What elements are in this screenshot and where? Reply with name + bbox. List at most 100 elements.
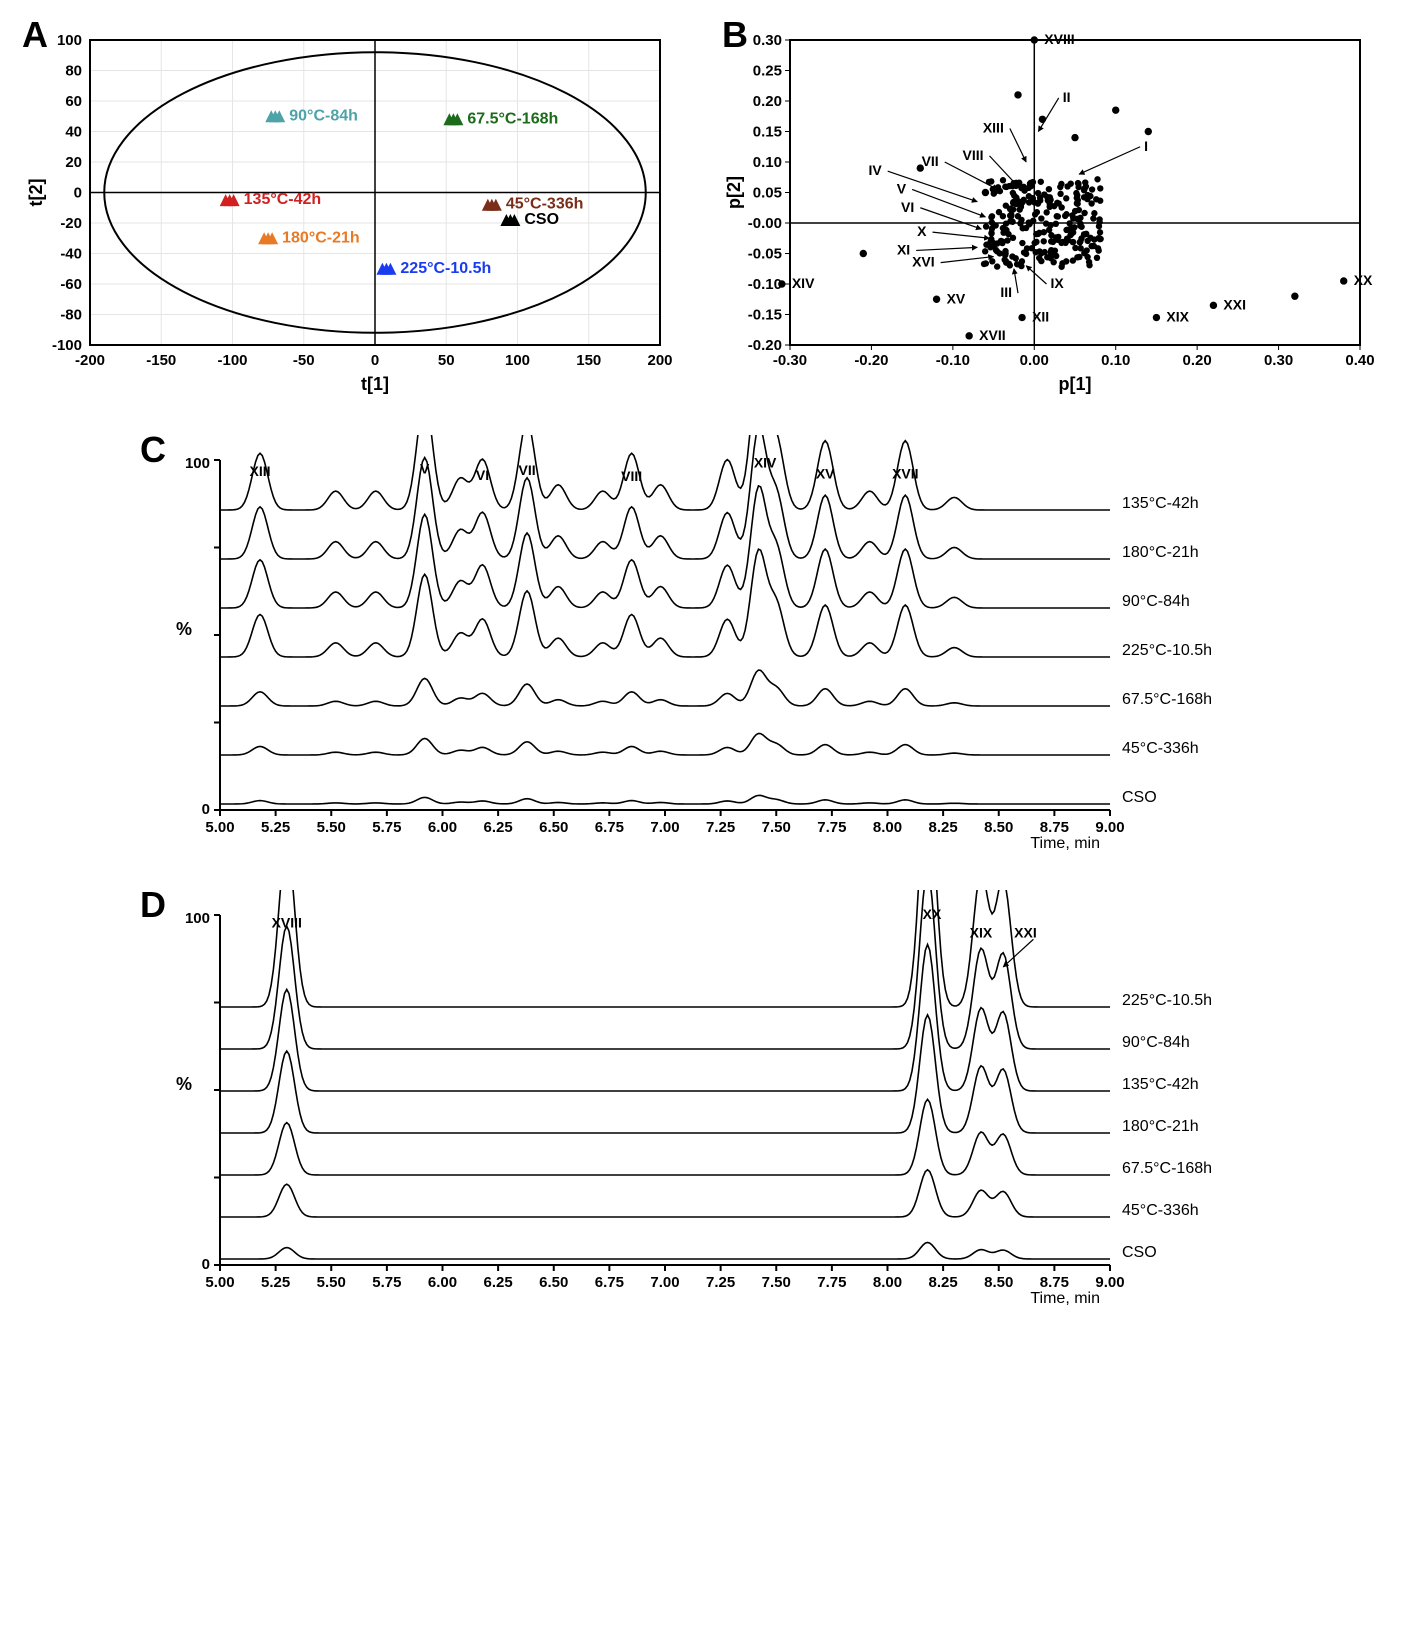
svg-text:0.05: 0.05 — [753, 185, 782, 202]
panel-C-label: C — [140, 429, 166, 471]
svg-text:6.25: 6.25 — [484, 819, 513, 836]
svg-text:5.75: 5.75 — [372, 1274, 401, 1291]
loading-point — [1021, 187, 1027, 193]
svg-text:5.75: 5.75 — [372, 819, 401, 836]
loading-point — [1044, 254, 1050, 260]
loading-label: V — [897, 180, 907, 196]
loading-point — [1084, 254, 1090, 260]
trace-label: 90°C-84h — [1122, 593, 1190, 610]
loading-point — [983, 223, 989, 229]
trace-label: 180°C-21h — [1122, 544, 1199, 561]
sample-label: 135°C-42h — [244, 191, 322, 208]
plot-A: -200-150-100-50050100150200-100-80-60-40… — [20, 20, 680, 400]
loading-label: XII — [1032, 309, 1049, 325]
loading-point — [1000, 229, 1006, 235]
svg-text:5.00: 5.00 — [205, 819, 234, 836]
svg-text:7.50: 7.50 — [762, 819, 791, 836]
chromatogram-trace — [220, 549, 1110, 657]
svg-text:100: 100 — [57, 32, 82, 49]
svg-text:8.50: 8.50 — [984, 819, 1013, 836]
svg-text:50: 50 — [438, 352, 455, 369]
loading-label: XIV — [792, 275, 815, 291]
chromatogram-trace — [220, 670, 1110, 706]
svg-text:Time, min: Time, min — [1030, 1290, 1100, 1307]
svg-text:Time, min: Time, min — [1030, 835, 1100, 852]
loading-point — [1210, 302, 1217, 309]
svg-text:-0.20: -0.20 — [854, 352, 888, 369]
loading-point — [1038, 258, 1044, 264]
svg-text:5.25: 5.25 — [261, 819, 290, 836]
loading-point — [1063, 195, 1069, 201]
loading-point — [1010, 200, 1016, 206]
loading-point — [933, 296, 940, 303]
loading-point — [1062, 240, 1068, 246]
svg-text:7.50: 7.50 — [762, 1274, 791, 1291]
loading-point — [989, 225, 995, 231]
svg-text:7.00: 7.00 — [650, 819, 679, 836]
svg-text:8.00: 8.00 — [873, 1274, 902, 1291]
loading-point — [1086, 262, 1092, 268]
loading-point — [996, 209, 1002, 215]
loading-point — [1046, 204, 1052, 210]
loading-point — [1089, 186, 1095, 192]
svg-text:8.25: 8.25 — [929, 1274, 958, 1291]
loading-point — [1063, 258, 1069, 264]
loading-point — [1028, 180, 1034, 186]
trace-label: CSO — [1122, 789, 1157, 806]
svg-text:t[2]: t[2] — [26, 179, 46, 207]
loading-point — [1084, 238, 1090, 244]
loading-point — [1031, 240, 1037, 246]
loading-point — [778, 280, 785, 287]
svg-text:0.10: 0.10 — [753, 154, 782, 171]
trace-label: 225°C-10.5h — [1122, 642, 1212, 659]
svg-text:8.50: 8.50 — [984, 1274, 1013, 1291]
loading-point — [1069, 239, 1075, 245]
loading-point — [1074, 254, 1080, 260]
chromatogram-trace — [220, 890, 1110, 1007]
svg-text:150: 150 — [576, 352, 601, 369]
svg-text:7.75: 7.75 — [817, 1274, 846, 1291]
loading-label: XIII — [983, 119, 1004, 135]
svg-text:-0.05: -0.05 — [748, 246, 782, 263]
peak-label: XX — [923, 906, 942, 922]
loading-point — [1077, 220, 1083, 226]
svg-text:8.75: 8.75 — [1040, 1274, 1069, 1291]
loading-point — [1007, 206, 1013, 212]
svg-text:40: 40 — [65, 124, 82, 141]
peak-label: VI — [476, 467, 489, 483]
loading-point — [1091, 236, 1097, 242]
loading-point — [1090, 215, 1096, 221]
loading-label: XIX — [1166, 309, 1189, 325]
chromatogram-trace — [220, 435, 1110, 510]
loading-point — [1057, 191, 1063, 197]
loading-label: VI — [901, 199, 914, 215]
loading-point — [988, 214, 994, 220]
chromatogram-trace — [220, 435, 1110, 559]
svg-text:0.10: 0.10 — [1101, 352, 1130, 369]
svg-text:%: % — [176, 1074, 192, 1094]
peak-label: XV — [816, 466, 835, 482]
peak-label: XIV — [754, 455, 777, 471]
svg-text:p[1]: p[1] — [1059, 374, 1092, 394]
loading-label: II — [1063, 89, 1071, 105]
trace-label: 90°C-84h — [1122, 1034, 1190, 1051]
peak-label: XIX — [970, 924, 993, 940]
loading-label: VII — [922, 153, 939, 169]
svg-text:6.25: 6.25 — [484, 1274, 513, 1291]
loading-label: XX — [1354, 272, 1373, 288]
panel-B-label: B — [722, 14, 748, 56]
sample-label: 180°C-21h — [282, 229, 360, 246]
svg-text:t[1]: t[1] — [361, 374, 389, 394]
trace-label: CSO — [1122, 1244, 1157, 1261]
loading-point — [1058, 264, 1064, 270]
trace-label: 67.5°C-168h — [1122, 1160, 1212, 1177]
loading-point — [1043, 220, 1049, 226]
plot-B: -0.30-0.20-0.100.000.100.200.300.40-0.20… — [720, 20, 1380, 400]
svg-text:0.20: 0.20 — [1183, 352, 1212, 369]
svg-text:0: 0 — [202, 1256, 210, 1273]
loading-label: XVII — [979, 327, 1005, 343]
loading-point — [1075, 180, 1081, 186]
svg-text:7.00: 7.00 — [650, 1274, 679, 1291]
loading-point — [1094, 176, 1100, 182]
loading-label: XI — [897, 241, 910, 257]
